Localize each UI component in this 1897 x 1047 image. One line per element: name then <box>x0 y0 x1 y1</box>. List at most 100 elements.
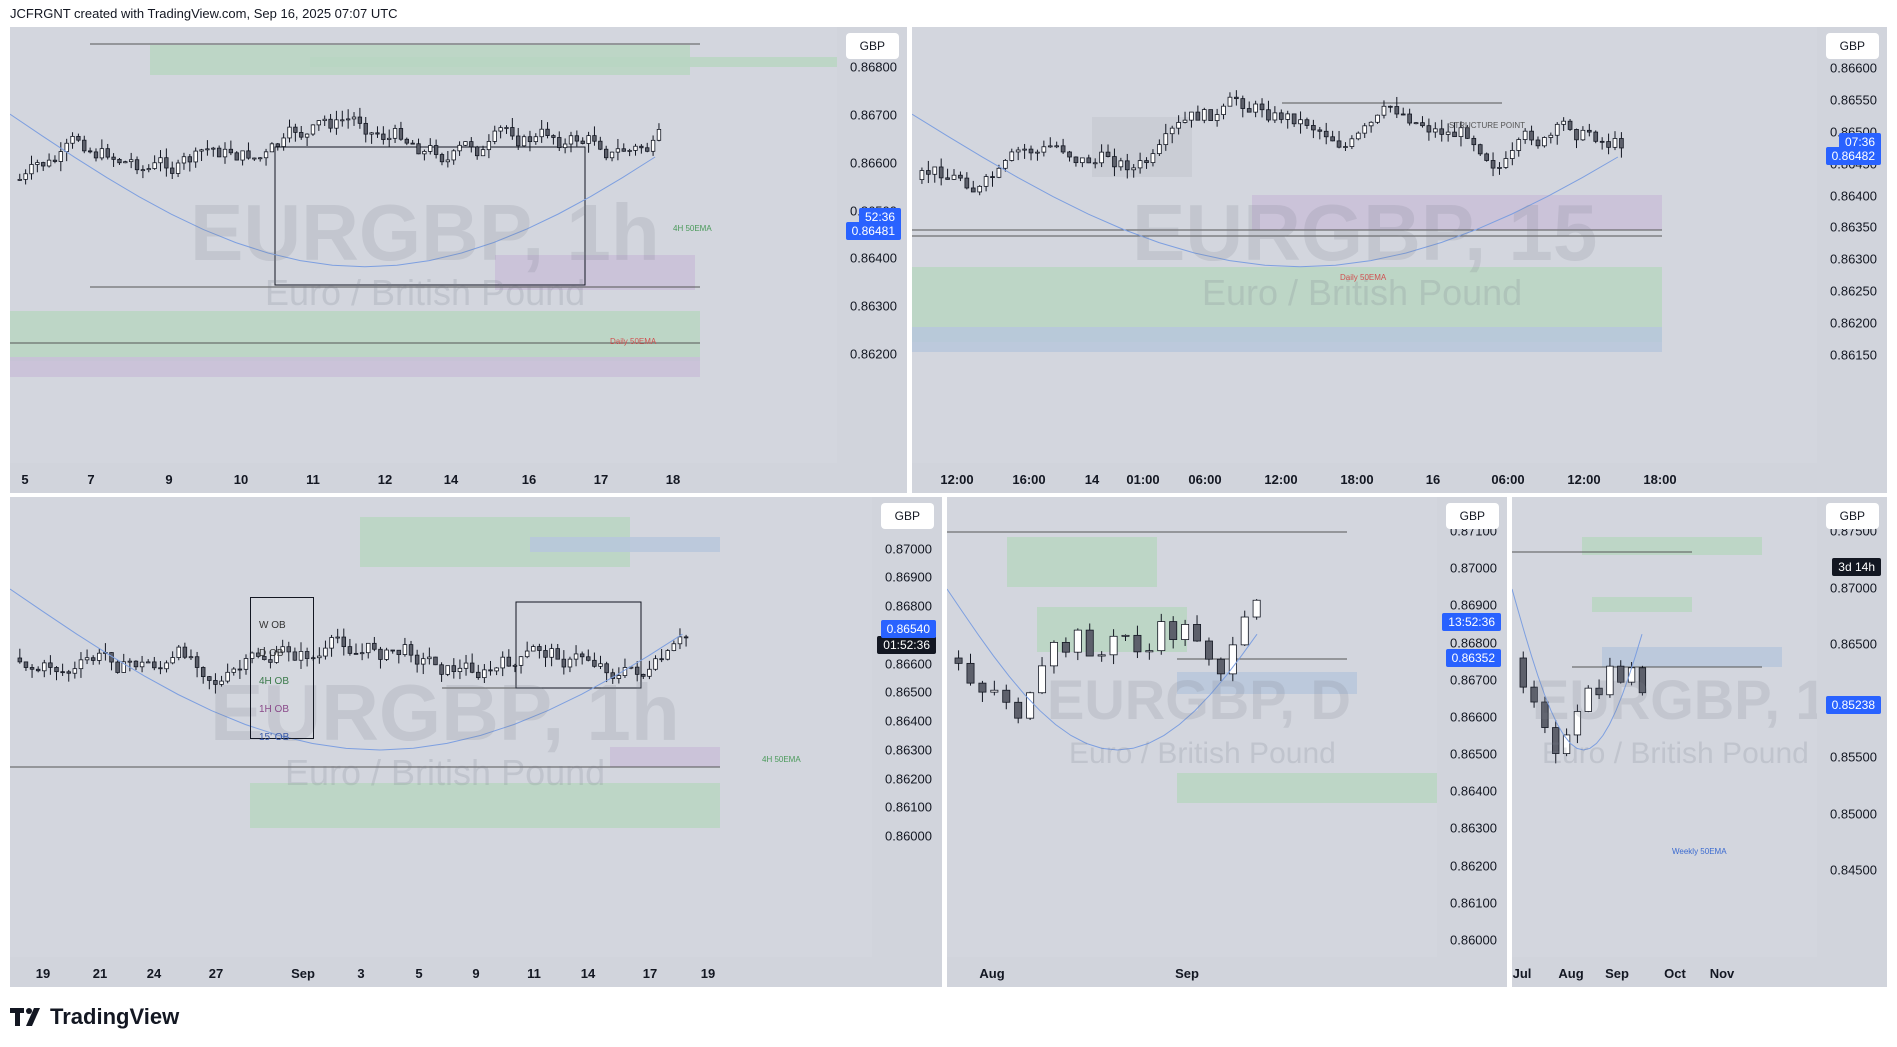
candle-body <box>164 157 169 169</box>
currency-button[interactable]: GBP <box>1825 503 1879 529</box>
plot-area[interactable]: EURGBP, 1h Euro / British Pound W OB D O… <box>10 497 872 957</box>
candle-body <box>200 667 206 678</box>
candle-body <box>574 135 580 142</box>
chart-panel-weekly[interactable]: EURGBP, 1W Euro / British Pound Weekly 5… <box>1512 497 1887 987</box>
price-axis[interactable]: 0.868000.867000.866000.865000.864000.863… <box>837 27 907 463</box>
candle-body <box>287 126 292 139</box>
currency-button[interactable]: GBP <box>845 33 899 59</box>
ema-line[interactable] <box>912 113 1619 268</box>
watermark-name: Euro / British Pound <box>1069 737 1336 770</box>
candle-body <box>586 656 591 661</box>
ema-line[interactable] <box>10 588 683 751</box>
candle-body <box>1619 138 1624 149</box>
candle-body <box>35 162 40 165</box>
candle-body <box>1214 114 1220 121</box>
plot-area[interactable]: EURGBP, 1W Euro / British Pound Weekly 5… <box>1512 497 1817 957</box>
candle-body <box>1246 108 1252 113</box>
countdown-tag: 13:52:36 <box>1442 613 1501 631</box>
candle-body <box>145 661 151 664</box>
candle-body <box>123 161 128 164</box>
chart-panel-daily[interactable]: EURGBP, D Euro / British Pound 0.87100 0.… <box>947 497 1507 987</box>
candle-body <box>199 149 204 152</box>
candle-body <box>152 162 157 169</box>
time-tick-label: 06:00 <box>1491 472 1525 487</box>
time-tick-label: 18:00 <box>1340 472 1374 487</box>
watermark-symbol: EURGBP, 1h <box>210 668 680 757</box>
plot-area[interactable]: EURGBP, 15 Euro / British Pound STRUCTUR… <box>912 27 1817 463</box>
ema-line[interactable] <box>10 113 656 268</box>
candle-body <box>375 132 380 135</box>
candle-body <box>414 654 420 665</box>
candle-body <box>1201 109 1207 121</box>
last-price-tag: 0.86481 <box>845 222 901 240</box>
plot-area[interactable]: EURGBP, 1h Euro / British Pound 4H 50EMA… <box>10 27 837 463</box>
candle-body <box>384 649 389 660</box>
candle-body <box>52 159 58 162</box>
candle-body <box>1060 145 1066 153</box>
price-tick-label: 0.86400 <box>850 250 897 266</box>
candle-body <box>1420 122 1425 127</box>
time-axis[interactable]: Aug Sep <box>947 957 1507 987</box>
price-axis[interactable]: 0.866000.865500.865000.864500.864000.863… <box>1817 27 1887 463</box>
candle-body <box>580 140 585 144</box>
chart-panel-15m[interactable]: EURGBP, 15 Euro / British Pound STRUCTUR… <box>912 27 1887 493</box>
candle-body <box>1567 120 1573 130</box>
candle-body <box>516 135 521 147</box>
candle-body <box>262 656 267 660</box>
time-axis[interactable]: 5 7 9 10 11 12 14 16 17 18 <box>10 463 907 493</box>
candle-body <box>1109 635 1118 656</box>
chart-panel-1h-bottom[interactable]: EURGBP, 1h Euro / British Pound W OB D O… <box>10 497 942 987</box>
candle-body <box>1157 621 1166 652</box>
chart-panel-1h-top[interactable]: EURGBP, 1h Euro / British Pound 4H 50EMA… <box>10 27 907 493</box>
price-tick-label: 0.86600 <box>850 155 897 171</box>
time-tick-label: 21 <box>92 966 108 981</box>
candle-body <box>263 151 269 159</box>
time-tick-label: 11 <box>527 966 541 981</box>
time-axis[interactable]: Jul Aug Sep Oct Nov <box>1512 957 1887 987</box>
candle-body <box>445 159 451 163</box>
currency-button[interactable]: GBP <box>1445 503 1499 529</box>
price-tick-label: 0.86300 <box>1450 820 1497 836</box>
candle-body <box>1105 151 1111 157</box>
candle-body <box>1073 629 1082 653</box>
candle-body <box>433 656 438 666</box>
countdown-tag: 01:52:36 <box>877 636 936 654</box>
candle-body <box>506 656 512 667</box>
price-tick-label: 0.86600 <box>1830 60 1877 76</box>
time-tick-label: 17 <box>593 472 609 487</box>
candle-body <box>1002 689 1011 703</box>
tradingview-logo[interactable]: TradingView <box>10 1004 179 1030</box>
range-box[interactable] <box>515 601 642 689</box>
candle-body <box>97 652 102 661</box>
time-axis[interactable]: 19 21 24 27 Sep 3 5 9 11 14 17 19 <box>10 957 942 987</box>
order-block-zone <box>530 537 720 552</box>
candle-body <box>504 127 509 129</box>
candle-body <box>1086 157 1092 164</box>
time-tick-label: 27 <box>208 966 224 981</box>
candle-body <box>176 646 181 658</box>
candle-body <box>1182 119 1188 123</box>
time-axis[interactable]: 12:00 16:00 14 01:00 06:00 12:00 18:00 16 06:00 1… <box>912 463 1887 493</box>
candle-body <box>604 663 609 674</box>
ema-line[interactable] <box>947 588 1258 751</box>
candle-body <box>445 665 450 675</box>
price-axis[interactable]: 0.871000.870000.869000.868000.867000.866… <box>872 497 942 957</box>
time-tick-label: 7 <box>87 472 95 487</box>
candle-body <box>1497 167 1502 169</box>
candle-body <box>347 646 353 654</box>
currency-button[interactable]: GBP <box>880 503 934 529</box>
price-axis[interactable]: 0.875000.870000.865000.860000.855000.850… <box>1817 497 1887 957</box>
price-tick-label: 0.86800 <box>850 59 897 75</box>
price-tick-label: 0.86600 <box>1450 709 1497 725</box>
plot-area[interactable]: EURGBP, D Euro / British Pound <box>947 497 1437 957</box>
candle-body <box>1573 711 1582 736</box>
currency-button[interactable]: GBP <box>1825 33 1879 59</box>
candle-body <box>1465 127 1470 139</box>
candle-body <box>328 118 333 129</box>
price-tick-label: 0.86900 <box>885 569 932 585</box>
candle-body <box>1530 686 1538 703</box>
candle-body <box>281 137 286 147</box>
candle-body <box>216 147 222 158</box>
ema-line[interactable] <box>1512 588 1643 751</box>
